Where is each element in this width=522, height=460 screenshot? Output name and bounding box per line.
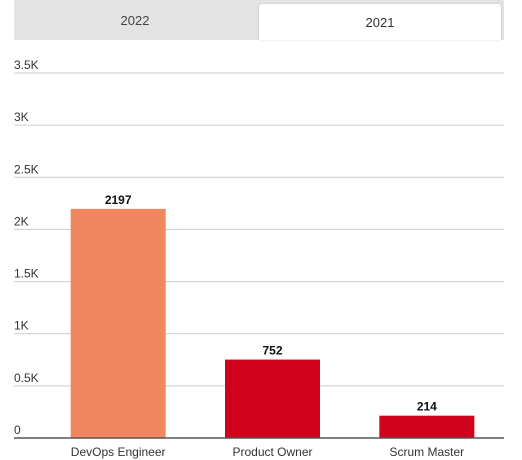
x-category-label: Scrum Master <box>389 445 464 459</box>
tab-2021[interactable]: 2021 <box>259 4 501 40</box>
bar-value-label: 214 <box>417 400 437 414</box>
x-category-label: DevOps Engineer <box>71 445 166 459</box>
bars <box>70 208 475 438</box>
y-tick-label: 1K <box>14 319 29 333</box>
y-tick-label: 2.5K <box>14 162 39 176</box>
y-axis-ticks: 0 0.5K 1K 1.5K 2K 2.5K 3K 3.5K <box>14 58 39 437</box>
bar-devops-engineer[interactable] <box>70 208 166 438</box>
y-tick-label: 0.5K <box>14 371 39 385</box>
y-tick-label: 0 <box>14 423 21 437</box>
bar-value-label: 2197 <box>105 193 132 207</box>
y-tick-label: 3.5K <box>14 58 39 72</box>
y-tick-label: 3K <box>14 110 29 124</box>
tab-2022[interactable]: 2022 <box>120 12 150 28</box>
bar-product-owner[interactable] <box>225 359 320 438</box>
y-tick-label: 1.5K <box>14 267 39 281</box>
value-labels: 2197 752 214 <box>105 193 437 414</box>
x-axis-labels: DevOps Engineer Product Owner Scrum Master <box>71 445 464 459</box>
bar-scrum-master[interactable] <box>379 415 475 438</box>
y-tick-label: 2K <box>14 214 29 228</box>
year-tabs: 2022 2021 <box>14 0 504 40</box>
bar-value-label: 752 <box>262 344 282 358</box>
x-category-label: Product Owner <box>232 445 312 459</box>
